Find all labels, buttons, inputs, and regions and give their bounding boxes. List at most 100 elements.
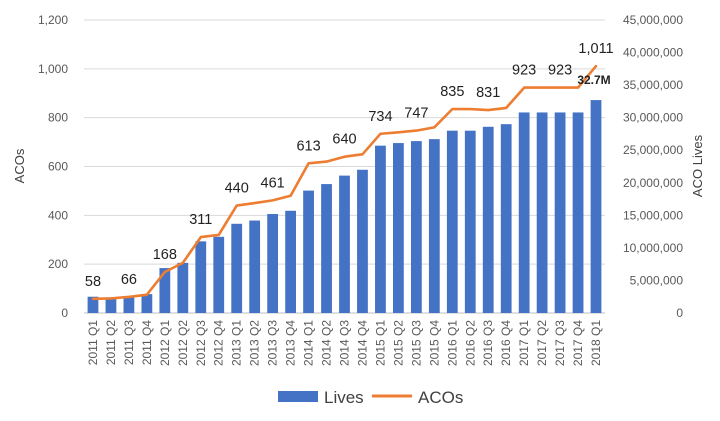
lives-bar xyxy=(213,236,225,313)
x-tick-label: 2013 Q1 xyxy=(230,320,244,366)
x-tick-label: 2011 Q1 xyxy=(86,320,100,365)
acos-data-label: 831 xyxy=(476,85,500,101)
left-tick-label: 800 xyxy=(48,111,68,125)
lives-bar xyxy=(464,130,476,313)
lives-bar xyxy=(482,126,494,313)
data-labels: 58 66 168 311 440 461 613 640 734 747 835 831 923 923… xyxy=(85,41,614,290)
lives-bar xyxy=(231,223,243,313)
lives-bar xyxy=(375,145,386,313)
x-tick-label: 2012 Q4 xyxy=(212,320,226,366)
lives-bar xyxy=(141,294,153,313)
acos-data-label: 311 xyxy=(189,212,212,228)
x-tick-label: 2014 Q4 xyxy=(356,320,370,366)
acos-data-label: 640 xyxy=(332,132,356,148)
acos-data-label: 1,011 xyxy=(578,41,613,57)
acos-data-label: 461 xyxy=(261,175,285,191)
lives-bar xyxy=(195,241,207,313)
left-tick-label: 200 xyxy=(48,257,68,271)
x-tick-label: 2016 Q2 xyxy=(463,320,477,366)
acos-data-label: 66 xyxy=(121,272,137,288)
lives-bar xyxy=(267,214,279,313)
lives-bar xyxy=(590,100,602,313)
x-tick-label: 2015 Q2 xyxy=(391,320,405,366)
acos-data-label: 835 xyxy=(440,84,464,100)
acos-data-label: 747 xyxy=(404,106,428,122)
x-tick-label: 2014 Q2 xyxy=(320,320,334,366)
x-tick-label: 2011 Q3 xyxy=(122,320,136,365)
lives-bar xyxy=(572,112,584,313)
lives-data-label: 32.7M xyxy=(577,73,610,87)
right-tick-label: 10,000,000 xyxy=(623,241,683,255)
x-tick-label: 2012 Q2 xyxy=(176,320,190,366)
lives-bar xyxy=(536,112,548,313)
lives-bar xyxy=(518,112,530,313)
lives-bar xyxy=(303,190,314,313)
x-tick-label: 2014 Q1 xyxy=(302,320,316,366)
acos-line xyxy=(91,64,598,301)
acos-data-label: 734 xyxy=(368,109,392,125)
x-tick-label: 2016 Q3 xyxy=(481,320,495,366)
lives-bar xyxy=(159,268,171,313)
x-tick-label: 2015 Q4 xyxy=(427,320,441,366)
right-tick-label: 20,000,000 xyxy=(623,176,683,190)
left-axis-title: ACOs xyxy=(12,148,27,183)
lives-bar xyxy=(428,139,440,313)
x-tick-label: 2012 Q3 xyxy=(194,320,208,366)
legend: Lives ACOs xyxy=(278,388,463,407)
x-tick-label: 2018 Q1 xyxy=(589,320,603,366)
x-tick-label: 2013 Q4 xyxy=(284,320,298,366)
lives-bar xyxy=(249,220,261,313)
x-axis: 2011 Q1 2011 Q2 2011 Q3 2011 Q4 2012 Q1 2012 … xyxy=(86,320,603,366)
right-axis: 0 5,000,000 10,000,000 15,000,000 20,000,000… xyxy=(623,13,683,320)
x-tick-label: 2012 Q1 xyxy=(158,320,172,366)
lives-bar xyxy=(105,297,117,313)
right-tick-label: 45,000,000 xyxy=(623,13,683,27)
left-tick-label: 0 xyxy=(61,306,68,320)
right-tick-label: 0 xyxy=(676,306,683,320)
x-tick-label: 2016 Q4 xyxy=(499,320,513,366)
right-tick-label: 30,000,000 xyxy=(623,111,683,125)
lives-bar xyxy=(446,130,458,313)
x-tick-label: 2015 Q3 xyxy=(409,320,423,366)
lives-bar xyxy=(177,262,189,313)
legend-acos-label: ACOs xyxy=(418,388,463,407)
left-tick-label: 400 xyxy=(48,208,68,222)
x-tick-label: 2014 Q3 xyxy=(338,320,352,366)
right-axis-title: ACO Lives xyxy=(690,134,705,197)
lives-bar xyxy=(357,169,368,313)
left-tick-label: 600 xyxy=(48,160,68,174)
x-tick-label: 2017 Q2 xyxy=(535,320,549,366)
right-tick-label: 35,000,000 xyxy=(623,78,683,92)
left-axis: 0 200 400 600 800 1,000 1,200 xyxy=(38,13,68,320)
x-tick-label: 2011 Q2 xyxy=(104,320,118,365)
x-tick-label: 2015 Q1 xyxy=(373,320,387,366)
acos-data-label: 923 xyxy=(548,63,572,79)
lives-bar xyxy=(554,112,566,313)
right-tick-label: 5,000,000 xyxy=(630,273,684,287)
x-tick-label: 2016 Q1 xyxy=(445,320,459,366)
acos-data-label: 613 xyxy=(296,138,320,154)
acos-data-label: 168 xyxy=(153,247,177,263)
x-tick-label: 2011 Q4 xyxy=(140,320,154,365)
acos-data-label: 440 xyxy=(225,181,249,197)
acos-data-label: 923 xyxy=(512,63,536,79)
x-tick-label: 2017 Q1 xyxy=(517,320,531,366)
legend-lives-label: Lives xyxy=(324,388,364,407)
lives-bar xyxy=(410,141,422,313)
lives-bar xyxy=(339,175,350,313)
right-tick-label: 40,000,000 xyxy=(623,46,683,60)
x-tick-label: 2017 Q4 xyxy=(571,320,585,366)
x-tick-label: 2017 Q3 xyxy=(553,320,567,366)
acos-line-layer xyxy=(91,64,598,301)
legend-lives-swatch xyxy=(278,391,318,402)
lives-bar xyxy=(500,124,512,313)
x-tick-label: 2013 Q2 xyxy=(248,320,262,366)
acos-data-label: 58 xyxy=(85,274,101,290)
lives-bars xyxy=(87,100,602,313)
left-tick-label: 1,000 xyxy=(38,62,68,76)
lives-bar xyxy=(321,184,332,313)
lives-bar xyxy=(285,210,296,313)
x-tick-label: 2013 Q3 xyxy=(266,320,280,366)
left-tick-label: 1,200 xyxy=(38,13,68,27)
